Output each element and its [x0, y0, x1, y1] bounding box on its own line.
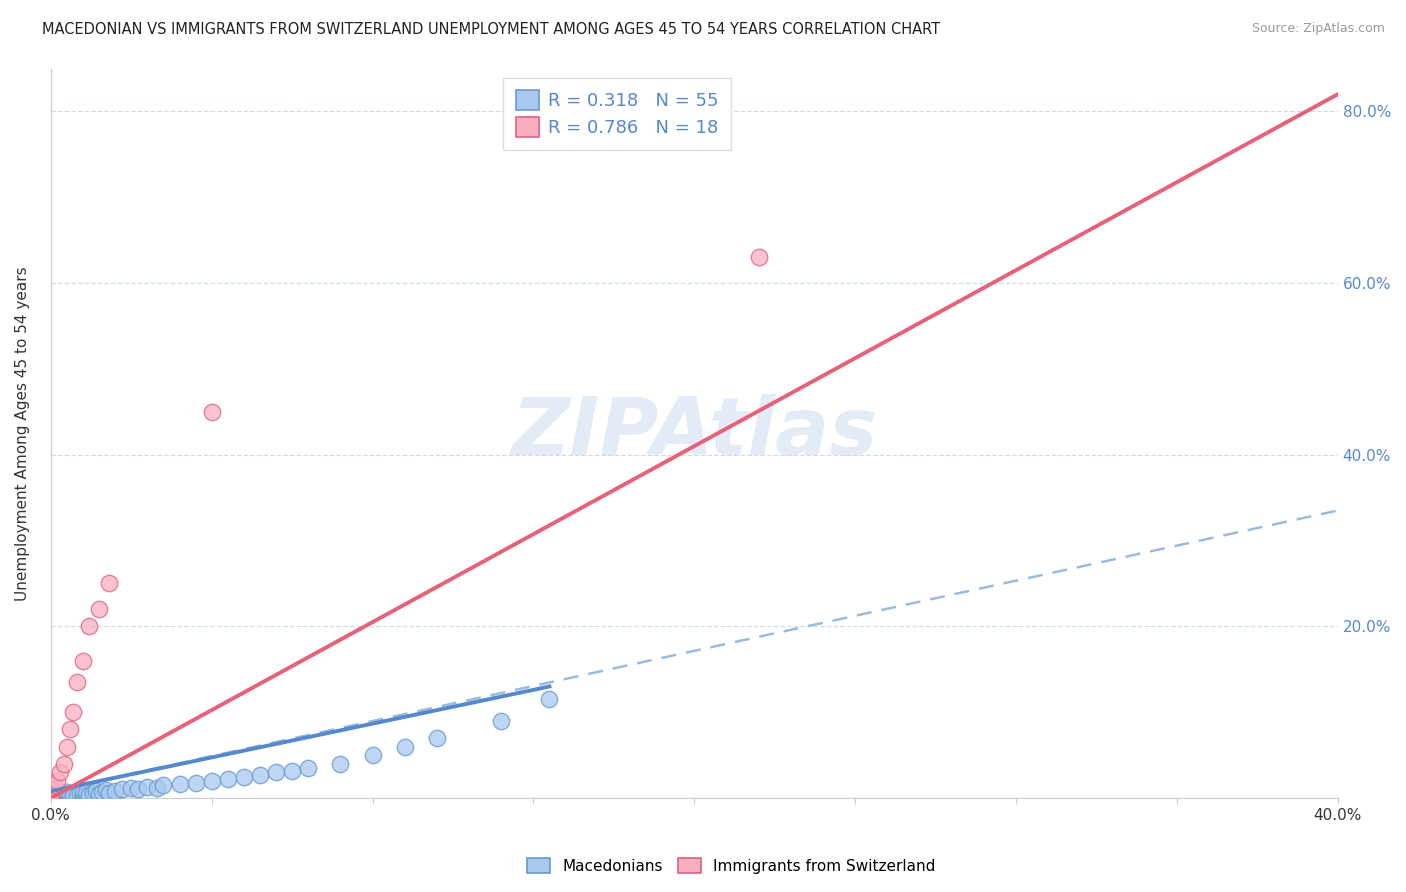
Point	[42, 789, 65, 803]
Point	[39, 789, 62, 804]
Point	[426, 731, 449, 745]
Point	[110, 782, 132, 797]
Point	[56, 785, 79, 799]
Point	[39, 791, 62, 805]
Point	[91, 785, 114, 799]
Point	[249, 768, 271, 782]
Point	[152, 778, 174, 792]
Point	[538, 692, 561, 706]
Point	[201, 773, 224, 788]
Point	[361, 748, 384, 763]
Point	[46, 790, 69, 805]
Point	[49, 786, 72, 800]
Point	[62, 788, 84, 802]
Point	[62, 705, 84, 719]
Point	[264, 765, 287, 780]
Point	[97, 786, 120, 800]
Text: Source: ZipAtlas.com: Source: ZipAtlas.com	[1251, 22, 1385, 36]
Point	[748, 251, 770, 265]
Point	[87, 602, 110, 616]
Text: ZIPAtlas: ZIPAtlas	[512, 394, 877, 472]
Point	[56, 789, 79, 803]
Point	[39, 789, 62, 804]
Point	[97, 576, 120, 591]
Point	[184, 775, 207, 789]
Point	[127, 782, 149, 797]
Point	[201, 405, 224, 419]
Point	[232, 770, 254, 784]
Point	[62, 790, 84, 805]
Point	[104, 784, 127, 798]
Legend: R = 0.318   N = 55, R = 0.786   N = 18: R = 0.318 N = 55, R = 0.786 N = 18	[503, 78, 731, 150]
Point	[72, 654, 94, 668]
Point	[79, 619, 101, 633]
Point	[394, 739, 416, 754]
Point	[146, 780, 169, 795]
Legend: Macedonians, Immigrants from Switzerland: Macedonians, Immigrants from Switzerland	[520, 852, 942, 880]
Point	[59, 723, 82, 737]
Point	[297, 761, 319, 775]
Point	[136, 780, 159, 794]
Y-axis label: Unemployment Among Ages 45 to 54 years: Unemployment Among Ages 45 to 54 years	[15, 266, 30, 600]
Point	[42, 791, 65, 805]
Point	[56, 739, 79, 754]
Point	[72, 790, 94, 805]
Point	[65, 789, 87, 803]
Point	[42, 778, 65, 792]
Point	[52, 788, 75, 802]
Point	[39, 788, 62, 802]
Point	[94, 783, 117, 797]
Point	[329, 756, 352, 771]
Point	[72, 784, 94, 798]
Point	[39, 785, 62, 799]
Point	[65, 675, 87, 690]
Point	[217, 772, 239, 787]
Point	[59, 787, 82, 801]
Point	[56, 790, 79, 805]
Point	[49, 789, 72, 804]
Point	[120, 780, 142, 795]
Point	[75, 789, 97, 803]
Point	[39, 782, 62, 797]
Point	[46, 787, 69, 801]
Point	[52, 791, 75, 805]
Point	[39, 791, 62, 805]
Point	[49, 765, 72, 780]
Point	[84, 784, 107, 798]
Point	[72, 787, 94, 801]
Point	[82, 786, 104, 800]
Point	[52, 756, 75, 771]
Point	[46, 773, 69, 788]
Point	[69, 786, 91, 800]
Point	[87, 787, 110, 801]
Point	[75, 785, 97, 799]
Point	[489, 714, 512, 728]
Point	[79, 788, 101, 802]
Point	[39, 787, 62, 801]
Point	[59, 789, 82, 804]
Point	[281, 764, 304, 778]
Text: MACEDONIAN VS IMMIGRANTS FROM SWITZERLAND UNEMPLOYMENT AMONG AGES 45 TO 54 YEARS: MACEDONIAN VS IMMIGRANTS FROM SWITZERLAN…	[42, 22, 941, 37]
Point	[169, 777, 191, 791]
